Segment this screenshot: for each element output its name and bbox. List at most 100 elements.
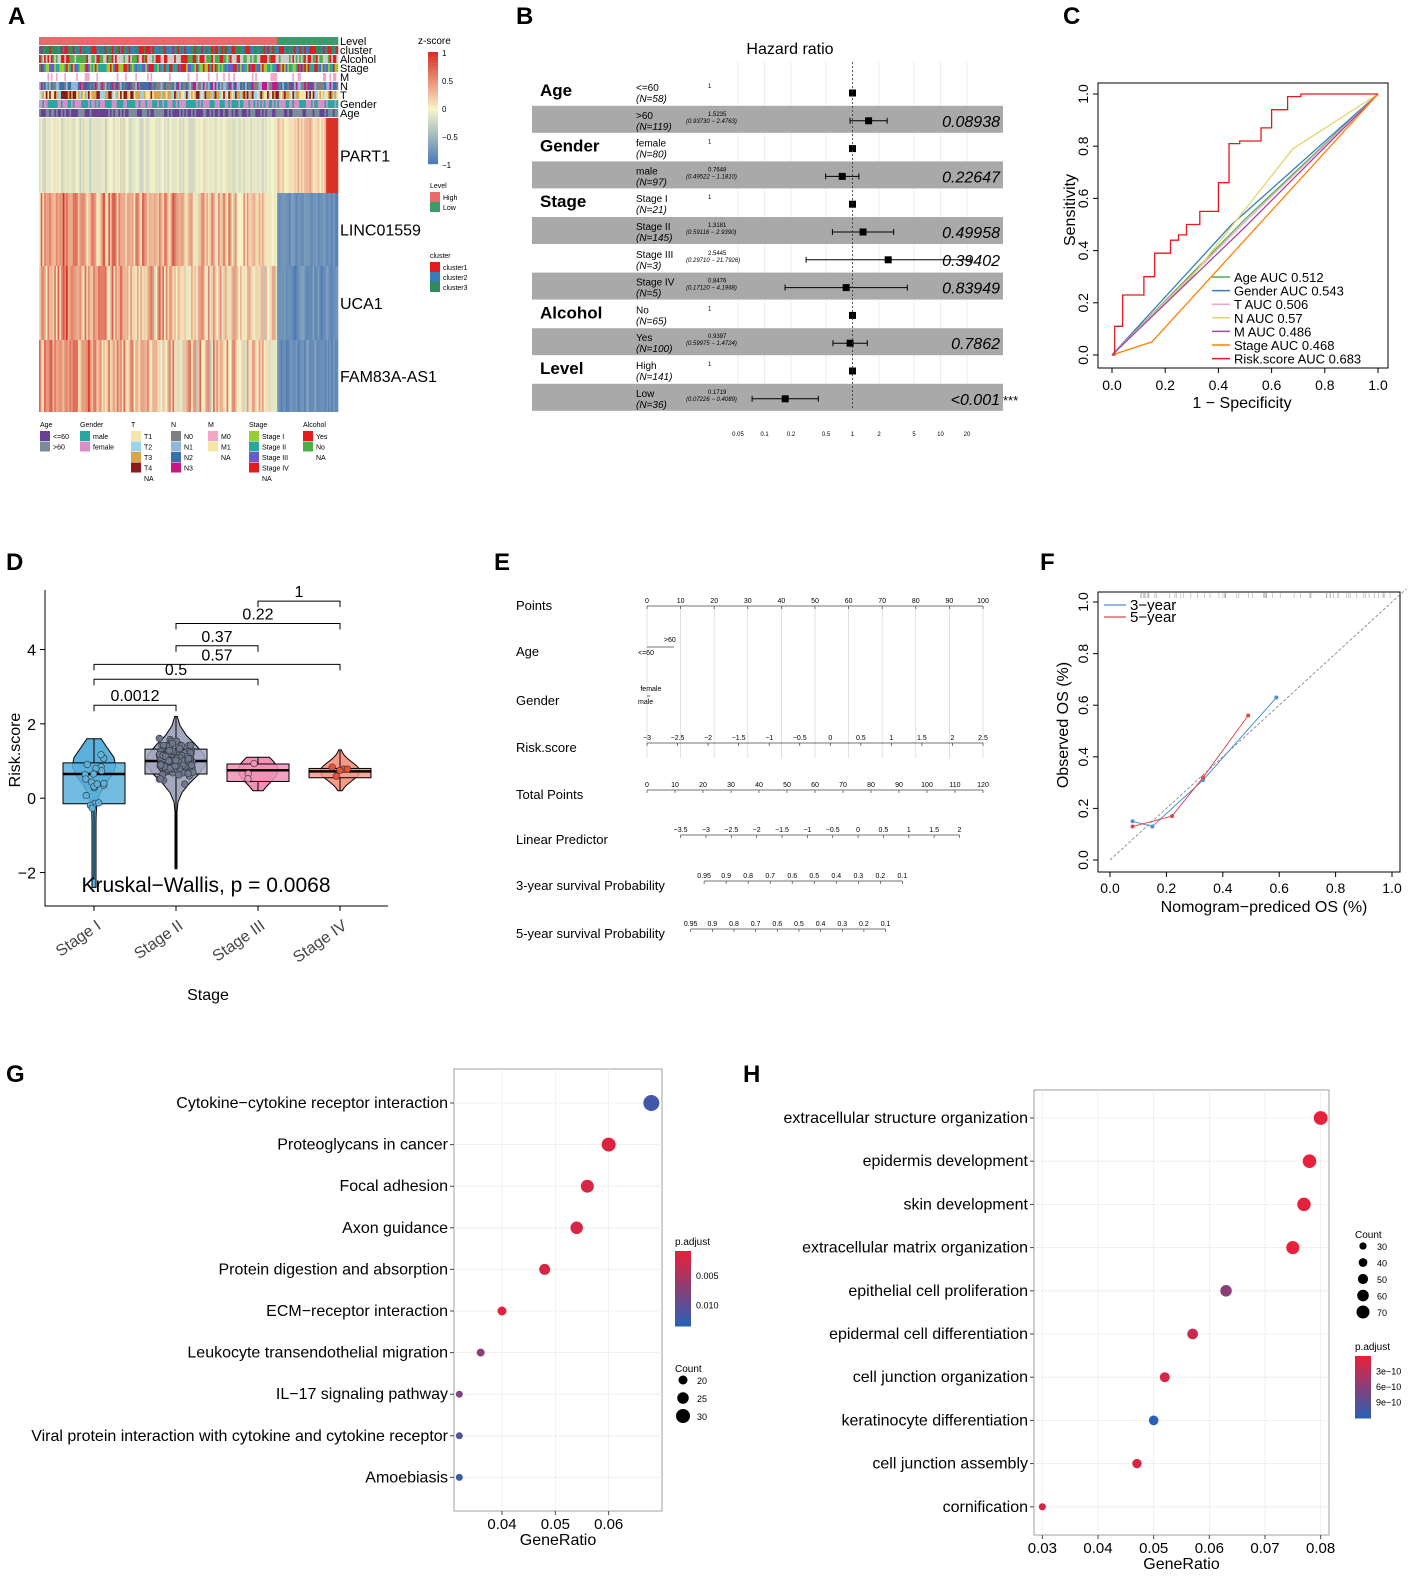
calibration-y-axis-label: Observed OS (%) xyxy=(1055,662,1072,788)
annotation-cell xyxy=(299,37,302,45)
annotation-cell xyxy=(251,109,254,117)
heatmap-cell xyxy=(128,340,131,412)
heatmap-cell xyxy=(123,266,126,340)
annotation-cell xyxy=(228,82,231,90)
annotation-cell xyxy=(336,73,339,81)
annotation-cell xyxy=(199,55,202,63)
annotation-cell xyxy=(81,109,84,117)
annotation-cell xyxy=(81,64,84,72)
annotation-track-m xyxy=(39,73,339,81)
annotation-cell xyxy=(321,64,324,72)
roc-legend-label: Gender AUC 0.543 xyxy=(1234,284,1344,299)
heatmap-cell xyxy=(253,118,256,193)
annotation-cell xyxy=(297,46,300,54)
annotation-cell xyxy=(218,100,221,108)
annotation-cell xyxy=(310,46,313,54)
box-data-point xyxy=(175,744,184,753)
annotation-cell xyxy=(69,64,72,72)
heatmap-cell xyxy=(165,118,168,193)
annotation-cell xyxy=(228,91,231,99)
annotation-cell xyxy=(290,91,293,99)
heatmap-cell xyxy=(104,340,107,412)
padj-legend-tick: 9e−10 xyxy=(1376,1398,1401,1408)
heatmap-cell xyxy=(82,193,85,266)
annotation-cell xyxy=(152,91,155,99)
annotation-cell xyxy=(136,37,139,45)
annotation-cell xyxy=(207,73,210,81)
heatmap-cell xyxy=(327,340,330,412)
heatmap-cell xyxy=(250,340,253,412)
forest-row-n: (N=100) xyxy=(636,344,672,355)
annotation-cell xyxy=(243,37,246,45)
heatmap-cell xyxy=(49,266,52,340)
annotation-cell xyxy=(294,100,297,108)
annotation-cell xyxy=(322,100,325,108)
annotation-cell xyxy=(321,46,324,54)
annotation-cell xyxy=(317,73,320,81)
annotation-cell xyxy=(142,82,145,90)
annotation-cell xyxy=(224,91,227,99)
annotation-cell xyxy=(248,64,251,72)
heatmap-cell xyxy=(108,118,111,193)
legend-item: Stage IV xyxy=(262,466,289,473)
annotation-cell xyxy=(289,46,292,54)
annotation-cell xyxy=(229,82,232,90)
annotation-cell xyxy=(202,82,205,90)
heatmap-cell xyxy=(234,340,237,412)
annotation-cell xyxy=(130,64,133,72)
annotation-cell xyxy=(84,55,87,63)
annotation-cell xyxy=(228,100,231,108)
annotation-cell xyxy=(321,91,324,99)
heatmap-cell xyxy=(267,118,270,193)
count-legend-label: 70 xyxy=(1377,1308,1387,1318)
annotation-cell xyxy=(187,82,190,90)
annotation-cell xyxy=(99,37,102,45)
nomogram-tick-label: 0.95 xyxy=(684,921,698,928)
nomogram-tick-label: −2.5 xyxy=(671,735,685,742)
annotation-cell xyxy=(106,91,109,99)
annotation-cell xyxy=(82,55,85,63)
heatmap-cell xyxy=(189,340,192,412)
annotation-cell xyxy=(240,46,243,54)
annotation-cell xyxy=(204,91,207,99)
forest-row-label: female xyxy=(636,139,666,150)
forest-point xyxy=(849,89,856,97)
padj-colorbar-segment xyxy=(675,1286,691,1289)
forest-hr-value: 1 xyxy=(708,195,712,201)
annotation-cell xyxy=(221,37,224,45)
annotation-cell xyxy=(319,82,322,90)
annotation-cell xyxy=(86,37,89,45)
annotation-cell xyxy=(106,73,109,81)
heatmap-cell xyxy=(59,266,62,340)
annotation-cell xyxy=(246,64,249,72)
colorbar-segment xyxy=(428,133,438,137)
annotation-cell xyxy=(292,64,295,72)
annotation-cell xyxy=(174,64,177,72)
annotation-cell xyxy=(336,82,339,90)
heatmap-cell xyxy=(314,193,317,266)
heatmap-cell xyxy=(326,118,329,193)
heatmap-cell xyxy=(256,193,259,266)
annotation-cell xyxy=(189,37,192,45)
annotation-cell xyxy=(294,55,297,63)
annotation-cell xyxy=(285,46,288,54)
legend-item: T4 xyxy=(144,466,152,473)
heatmap-cell xyxy=(62,118,65,193)
annotation-cell xyxy=(84,73,87,81)
annotation-cell xyxy=(332,64,335,72)
annotation-cell xyxy=(309,100,312,108)
nomogram-tick-label: −1.5 xyxy=(732,735,746,742)
padj-colorbar-segment xyxy=(1355,1395,1371,1398)
dotplot-term-label: Leukocyte transendothelial migration xyxy=(187,1345,448,1362)
annotation-cell xyxy=(326,46,329,54)
annotation-cell xyxy=(265,100,268,108)
annotation-cell xyxy=(143,109,146,117)
annotation-cell xyxy=(76,37,79,45)
heatmap-cell xyxy=(111,266,114,340)
annotation-cell xyxy=(87,55,90,63)
heatmap-cell xyxy=(294,340,297,412)
annotation-cell xyxy=(165,64,168,72)
heatmap-cell xyxy=(228,340,231,412)
heatmap-cell xyxy=(275,340,278,412)
annotation-cell xyxy=(145,100,148,108)
